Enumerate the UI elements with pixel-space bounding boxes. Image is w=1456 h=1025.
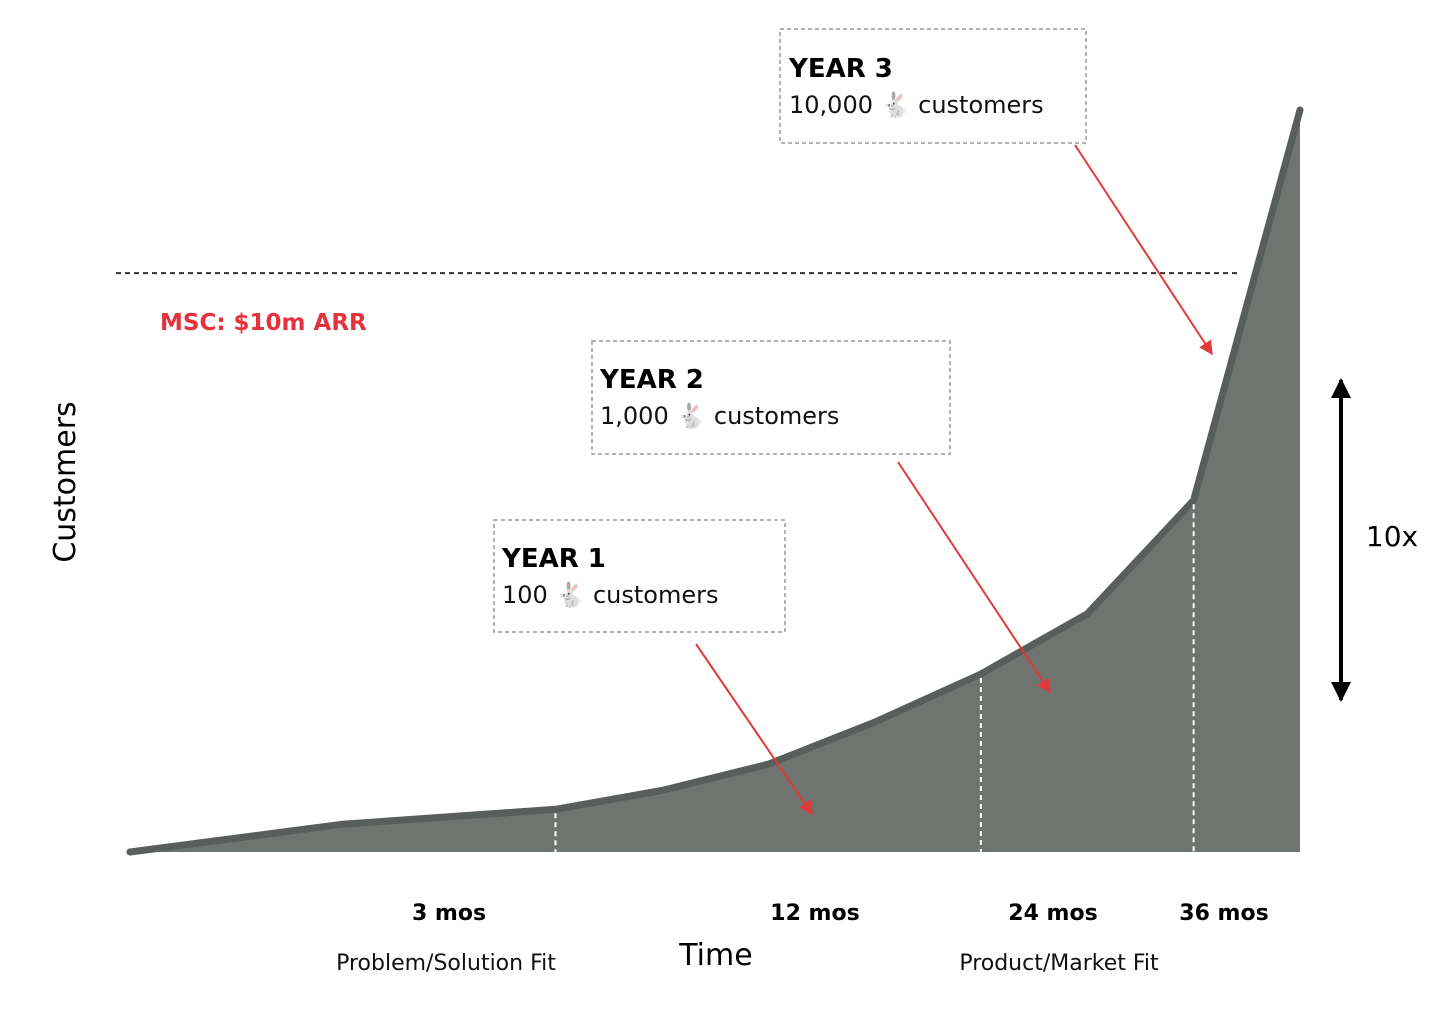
- tick-label-36-mos: 36 mos: [1179, 901, 1268, 926]
- rabbit-icon: 🐇: [676, 402, 714, 430]
- year-1-arrow: [695, 643, 813, 816]
- year-3-detail: 10,000 🐇 customers: [789, 91, 1044, 119]
- year-2-title: YEAR 2: [599, 365, 704, 395]
- tick-label-3-mos: 3 mos: [412, 901, 486, 926]
- year-1-title: YEAR 1: [501, 544, 606, 574]
- year-3-arrow: [1074, 144, 1213, 356]
- year-2-arrow: [897, 461, 1051, 694]
- tick-label-24-mos: 24 mos: [1008, 901, 1097, 926]
- year-1-annotation: YEAR 1 100 🐇 customers: [493, 519, 786, 633]
- year-3-title: YEAR 3: [788, 54, 893, 84]
- phase-label-problem-solution: Problem/Solution Fit: [336, 951, 556, 976]
- tick-label-12-mos: 12 mos: [770, 901, 859, 926]
- year-2-detail: 1,000 🐇 customers: [600, 402, 839, 430]
- year-3-suffix: customers: [918, 91, 1044, 119]
- rabbit-icon: 🐇: [555, 581, 593, 609]
- year-2-value: 1,000: [600, 402, 669, 430]
- ratio-label: 10x: [1366, 520, 1418, 553]
- year-2-suffix: customers: [714, 402, 840, 430]
- year-3-annotation: YEAR 3 10,000 🐇 customers: [779, 28, 1087, 144]
- rabbit-icon: 🐇: [881, 91, 919, 119]
- year-1-detail: 100 🐇 customers: [502, 581, 719, 609]
- customer-growth-area: [130, 110, 1300, 852]
- year-1-suffix: customers: [593, 581, 719, 609]
- year-1-value: 100: [502, 581, 548, 609]
- msc-reference-label: MSC: $10m ARR: [160, 310, 367, 336]
- year-2-annotation: YEAR 2 1,000 🐇 customers: [591, 340, 951, 455]
- phase-label-product-market: Product/Market Fit: [959, 951, 1159, 976]
- x-axis-title: Time: [678, 938, 752, 973]
- y-axis-title: Customers: [48, 401, 83, 562]
- year-3-value: 10,000: [789, 91, 873, 119]
- customer-growth-line: [126, 106, 1304, 856]
